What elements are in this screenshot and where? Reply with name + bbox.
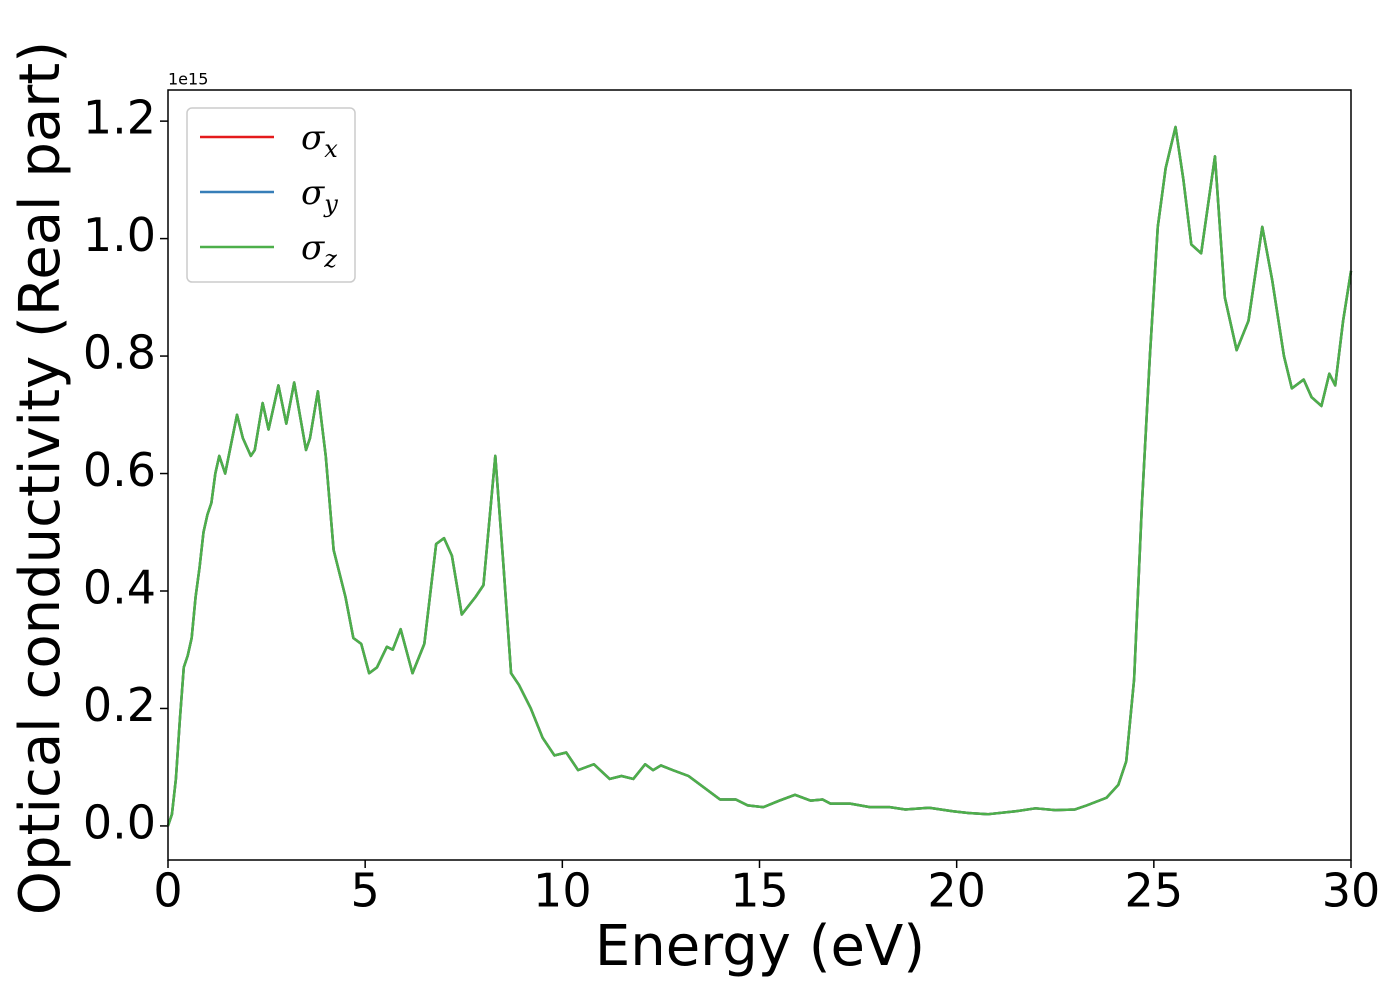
y-offset-label: 1e15 — [168, 70, 208, 89]
legend-box — [186, 107, 356, 283]
x-tick-label: 0 — [153, 864, 182, 918]
x-tick-label: 15 — [730, 864, 789, 918]
y-tick-label: 0.8 — [83, 326, 156, 380]
legend-label: σz — [301, 228, 337, 273]
x-tick-label: 25 — [1125, 864, 1184, 918]
data-line — [166, 125, 1353, 827]
y-tick-label: 0.6 — [83, 443, 156, 497]
y-axis-label: Optical conductivity (Real part) — [8, 41, 73, 915]
y-tick-label: 0.0 — [83, 795, 156, 849]
x-axis-label: Energy (eV) — [595, 914, 925, 979]
y-tick-label: 1.2 — [83, 91, 156, 145]
legend-label: σy — [301, 173, 338, 218]
y-tick-label: 0.2 — [83, 678, 156, 732]
y-tick-label: 0.4 — [83, 560, 156, 614]
plot-frame — [167, 89, 1352, 861]
x-tick-label: 30 — [1322, 864, 1381, 918]
y-tick-label: 1.0 — [83, 208, 156, 262]
legend: σx σy σz — [186, 107, 356, 283]
x-tick-label: 10 — [533, 864, 592, 918]
legend-label: σx — [301, 118, 338, 163]
x-tick-label: 5 — [351, 864, 380, 918]
x-tick-label: 20 — [927, 864, 986, 918]
